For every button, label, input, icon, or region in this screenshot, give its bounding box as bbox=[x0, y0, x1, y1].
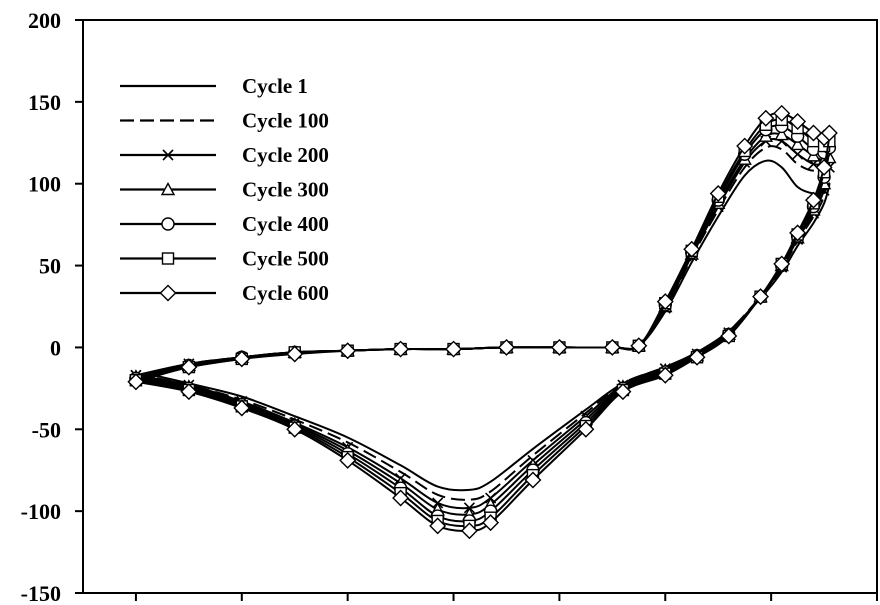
point-diamond-marker bbox=[233, 350, 251, 368]
point-diamond-marker bbox=[815, 158, 833, 176]
legend-label: Cycle 400 bbox=[242, 212, 329, 236]
point-diamond-marker bbox=[524, 471, 542, 489]
point-diamond-marker bbox=[820, 124, 838, 142]
point-diamond-marker bbox=[429, 517, 447, 535]
point-diamond-marker bbox=[709, 185, 727, 203]
legend-label: Cycle 600 bbox=[242, 281, 329, 305]
point-diamond-marker bbox=[577, 420, 595, 438]
point-diamond-marker bbox=[392, 340, 410, 358]
point-triangle-marker bbox=[790, 136, 805, 151]
point-diamond-marker bbox=[286, 345, 304, 363]
point-diamond-marker bbox=[233, 399, 251, 417]
y-tick-label: -100 bbox=[21, 499, 61, 524]
point-diamond-marker bbox=[789, 113, 807, 130]
legend-label: Cycle 500 bbox=[242, 247, 329, 271]
legend-label: Cycle 100 bbox=[242, 109, 329, 133]
series-line bbox=[135, 112, 831, 533]
point-triangle-marker bbox=[774, 127, 789, 141]
point-diamond-marker bbox=[127, 373, 145, 391]
series-3 bbox=[130, 135, 835, 514]
y-tick-label: -50 bbox=[32, 417, 61, 442]
point-x-marker bbox=[162, 149, 174, 161]
point-diamond-marker bbox=[180, 383, 198, 401]
point-diamond-marker bbox=[683, 240, 701, 258]
series-5 bbox=[129, 119, 837, 528]
point-diamond-marker bbox=[804, 191, 822, 209]
y-tick-label: 50 bbox=[39, 254, 61, 279]
legend-label: Cycle 1 bbox=[242, 74, 308, 98]
point-diamond-marker bbox=[180, 358, 198, 376]
point-diamond-marker bbox=[497, 338, 515, 356]
point-triangle-marker bbox=[160, 182, 176, 196]
point-diamond-marker bbox=[789, 224, 807, 242]
y-tick-label: 200 bbox=[28, 8, 61, 33]
point-diamond-marker bbox=[339, 451, 357, 469]
point-diamond-marker bbox=[752, 288, 770, 306]
y-tick-label: 0 bbox=[50, 335, 61, 360]
point-diamond-marker bbox=[656, 293, 674, 311]
point-diamond-marker bbox=[159, 284, 177, 302]
point-diamond-marker bbox=[482, 514, 500, 532]
point-diamond-marker bbox=[460, 522, 478, 540]
point-diamond-marker bbox=[339, 342, 357, 360]
legend-entry: Cycle 100 bbox=[120, 109, 329, 133]
series-line bbox=[146, 159, 831, 492]
y-tick-label: 150 bbox=[28, 90, 61, 115]
point-diamond-marker bbox=[688, 348, 706, 366]
plot-area bbox=[127, 104, 838, 540]
legend-entry: Cycle 500 bbox=[120, 247, 329, 271]
point-diamond-marker bbox=[614, 383, 632, 401]
point-diamond-marker bbox=[736, 137, 754, 155]
point-diamond-marker bbox=[773, 104, 791, 122]
point-diamond-marker bbox=[603, 338, 621, 356]
point-diamond-marker bbox=[550, 338, 568, 356]
series-line bbox=[135, 132, 831, 516]
y-tick-label: 100 bbox=[28, 172, 61, 197]
plot-frame bbox=[82, 19, 878, 594]
series-1 bbox=[146, 159, 831, 492]
legend-entry: Cycle 200 bbox=[120, 143, 329, 167]
point-diamond-marker bbox=[757, 109, 775, 127]
point-diamond-marker bbox=[286, 420, 304, 438]
legend-entry: Cycle 1 bbox=[120, 74, 308, 98]
point-circle-marker bbox=[161, 217, 175, 231]
point-x-marker bbox=[792, 148, 804, 160]
axes: 200 150 100 50 0 -50 -100 -150 bbox=[21, 8, 878, 605]
point-diamond-marker bbox=[720, 327, 738, 345]
legend-entry: Cycle 300 bbox=[120, 178, 329, 202]
legend-label: Cycle 300 bbox=[242, 178, 329, 202]
point-diamond-marker bbox=[630, 337, 648, 355]
series-6 bbox=[129, 113, 836, 533]
legend-label: Cycle 200 bbox=[242, 143, 329, 167]
point-diamond-marker bbox=[445, 340, 463, 358]
legend-entry: Cycle 600 bbox=[120, 281, 329, 305]
legend-entry: Cycle 400 bbox=[120, 212, 329, 236]
point-diamond-marker bbox=[656, 366, 674, 384]
point-diamond-marker bbox=[392, 489, 410, 507]
y-tick-label: -150 bbox=[21, 581, 61, 605]
point-diamond-marker bbox=[773, 255, 791, 273]
point-square-marker bbox=[161, 252, 175, 265]
legend: Cycle 1 Cycle 100 Cycle 200 Cycle 300 Cycle … bbox=[120, 74, 329, 305]
series-7 bbox=[127, 104, 838, 540]
